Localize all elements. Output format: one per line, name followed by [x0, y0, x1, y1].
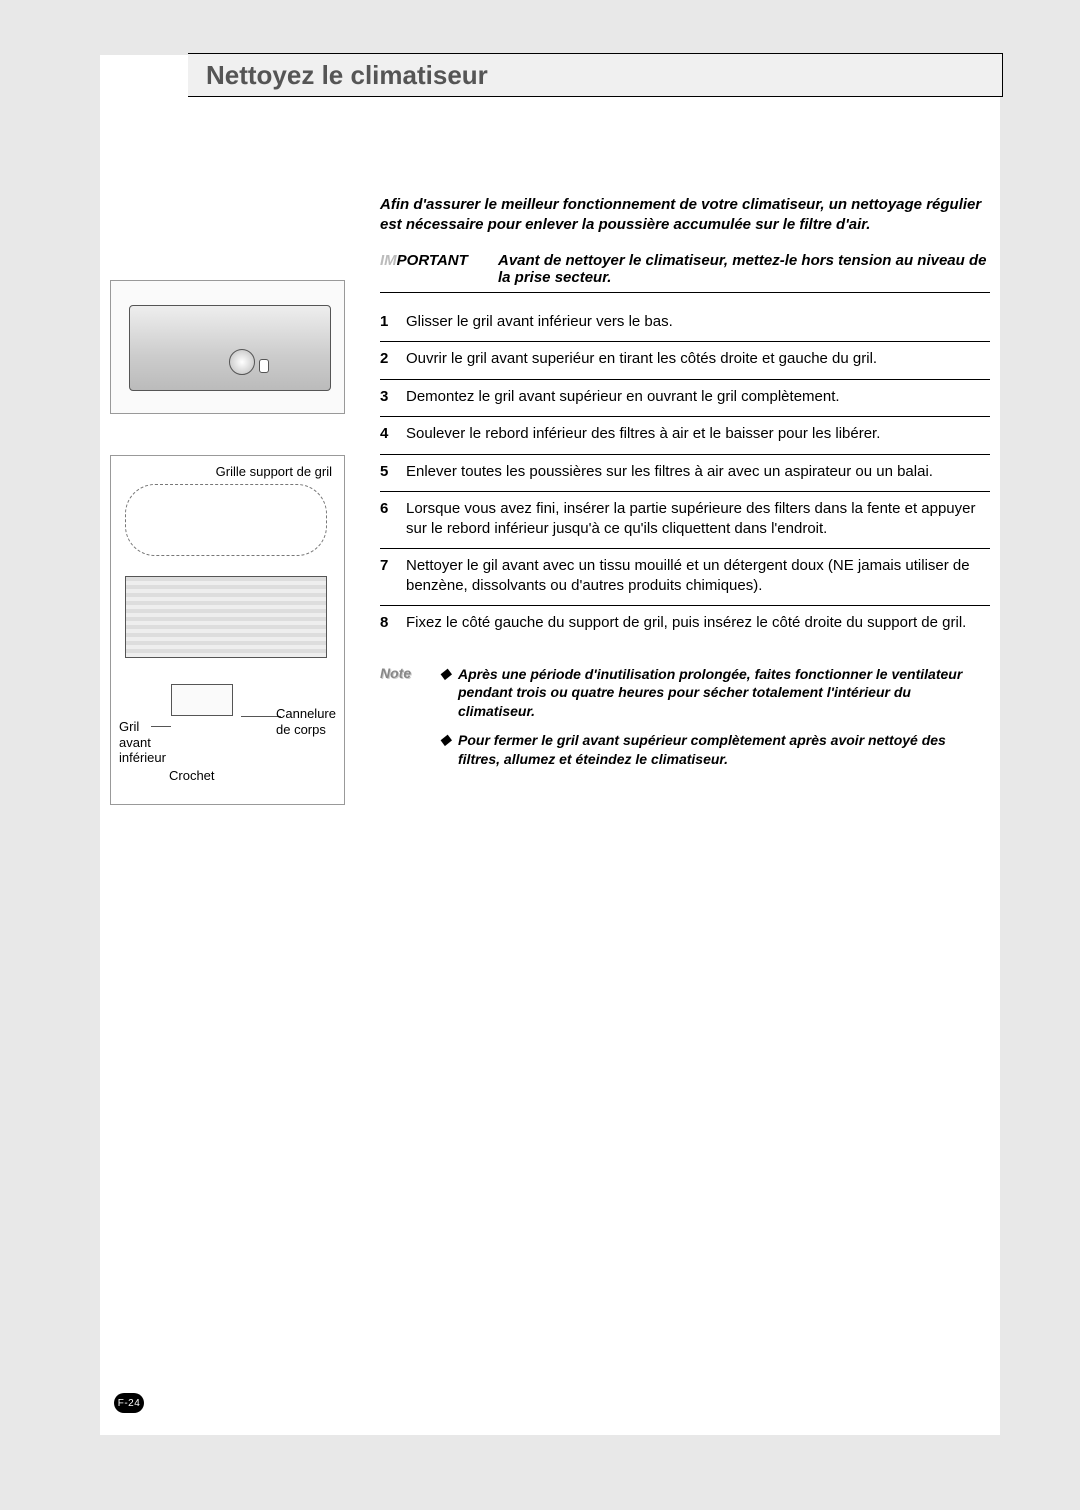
step-text: Nettoyer le gil avant avec un tissu moui…: [406, 556, 990, 595]
title-bar: Nettoyez le climatiseur: [188, 53, 1003, 97]
content-column: Afin d'assurer le meilleur fonctionnemen…: [380, 195, 990, 779]
step-number: 6: [380, 499, 406, 519]
step-text: Glisser le gril avant inférieur vers le …: [406, 312, 990, 332]
step-text: Enlever toutes les poussières sur les fi…: [406, 462, 990, 482]
ac-vent-shape: [259, 359, 269, 373]
ac-body-shape: [129, 305, 331, 391]
step-number: 5: [380, 462, 406, 482]
important-label: IMPORTANT: [380, 252, 498, 269]
note-label: Note: [380, 665, 440, 681]
step-text: Ouvrir le gril avant superiéur en tirant…: [406, 349, 990, 369]
step-number: 2: [380, 349, 406, 369]
label-grille-support: Grille support de gril: [216, 464, 332, 479]
step-number: 4: [380, 424, 406, 444]
page-container: Nettoyez le climatiseur Grille support d…: [100, 55, 1000, 1435]
step-text: Fixez le côté gauche du support de gril,…: [406, 613, 990, 633]
sketch-mid-shape: [125, 576, 327, 658]
important-suffix: PORTANT: [397, 252, 468, 269]
note-bullet-icon: ◆: [440, 731, 458, 748]
step-text: Demontez le gril avant supérieur en ouvr…: [406, 387, 990, 407]
note-text: Pour fermer le gril avant supérieur comp…: [458, 731, 990, 769]
ac-disc-shape: [229, 349, 255, 375]
step-number: 3: [380, 387, 406, 407]
step-row: 1 Glisser le gril avant inférieur vers l…: [380, 305, 990, 343]
leader-line: [241, 716, 281, 717]
important-callout: IMPORTANT Avant de nettoyer le climatise…: [380, 252, 990, 293]
step-number: 8: [380, 613, 406, 633]
note-items: ◆ Après une période d'inutilisation prol…: [440, 665, 990, 779]
step-text: Soulever le rebord inférieur des filtres…: [406, 424, 990, 444]
important-prefix-faded: IM: [380, 252, 397, 269]
step-row: 6 Lorsque vous avez fini, insérer la par…: [380, 492, 990, 549]
step-row: 4 Soulever le rebord inférieur des filtr…: [380, 417, 990, 455]
label-cannelure: Cannelure de corps: [276, 706, 336, 737]
sketch-top-shape: [125, 484, 327, 556]
important-text: Avant de nettoyer le climatiseur, mettez…: [498, 252, 990, 286]
note-block: Note ◆ Après une période d'inutilisation…: [380, 665, 990, 779]
note-bullet-icon: ◆: [440, 665, 458, 682]
steps-list: 1 Glisser le gril avant inférieur vers l…: [380, 305, 990, 643]
note-item: ◆ Après une période d'inutilisation prol…: [440, 665, 990, 722]
step-text: Lorsque vous avez fini, insérer la parti…: [406, 499, 990, 538]
label-gril-avant: Gril avant inférieur: [119, 719, 166, 766]
sketch-bot-shape: [171, 684, 233, 716]
note-text: Après une période d'inutilisation prolon…: [458, 665, 990, 722]
step-row: 3 Demontez le gril avant supérieur en ou…: [380, 380, 990, 418]
page-title: Nettoyez le climatiseur: [188, 60, 488, 91]
step-row: 8 Fixez le côté gauche du support de gri…: [380, 606, 990, 643]
label-crochet: Crochet: [169, 768, 215, 783]
figure-ac-unit: [110, 280, 345, 414]
step-number: 1: [380, 312, 406, 332]
step-row: 2 Ouvrir le gril avant superiéur en tira…: [380, 342, 990, 380]
step-number: 7: [380, 556, 406, 576]
step-row: 5 Enlever toutes les poussières sur les …: [380, 455, 990, 493]
figure-grill-diagram: Grille support de gril Gril avant inféri…: [110, 455, 345, 805]
intro-paragraph: Afin d'assurer le meilleur fonctionnemen…: [380, 195, 990, 236]
note-item: ◆ Pour fermer le gril avant supérieur co…: [440, 731, 990, 769]
page-number-badge: F-24: [114, 1393, 144, 1413]
step-row: 7 Nettoyer le gil avant avec un tissu mo…: [380, 549, 990, 606]
